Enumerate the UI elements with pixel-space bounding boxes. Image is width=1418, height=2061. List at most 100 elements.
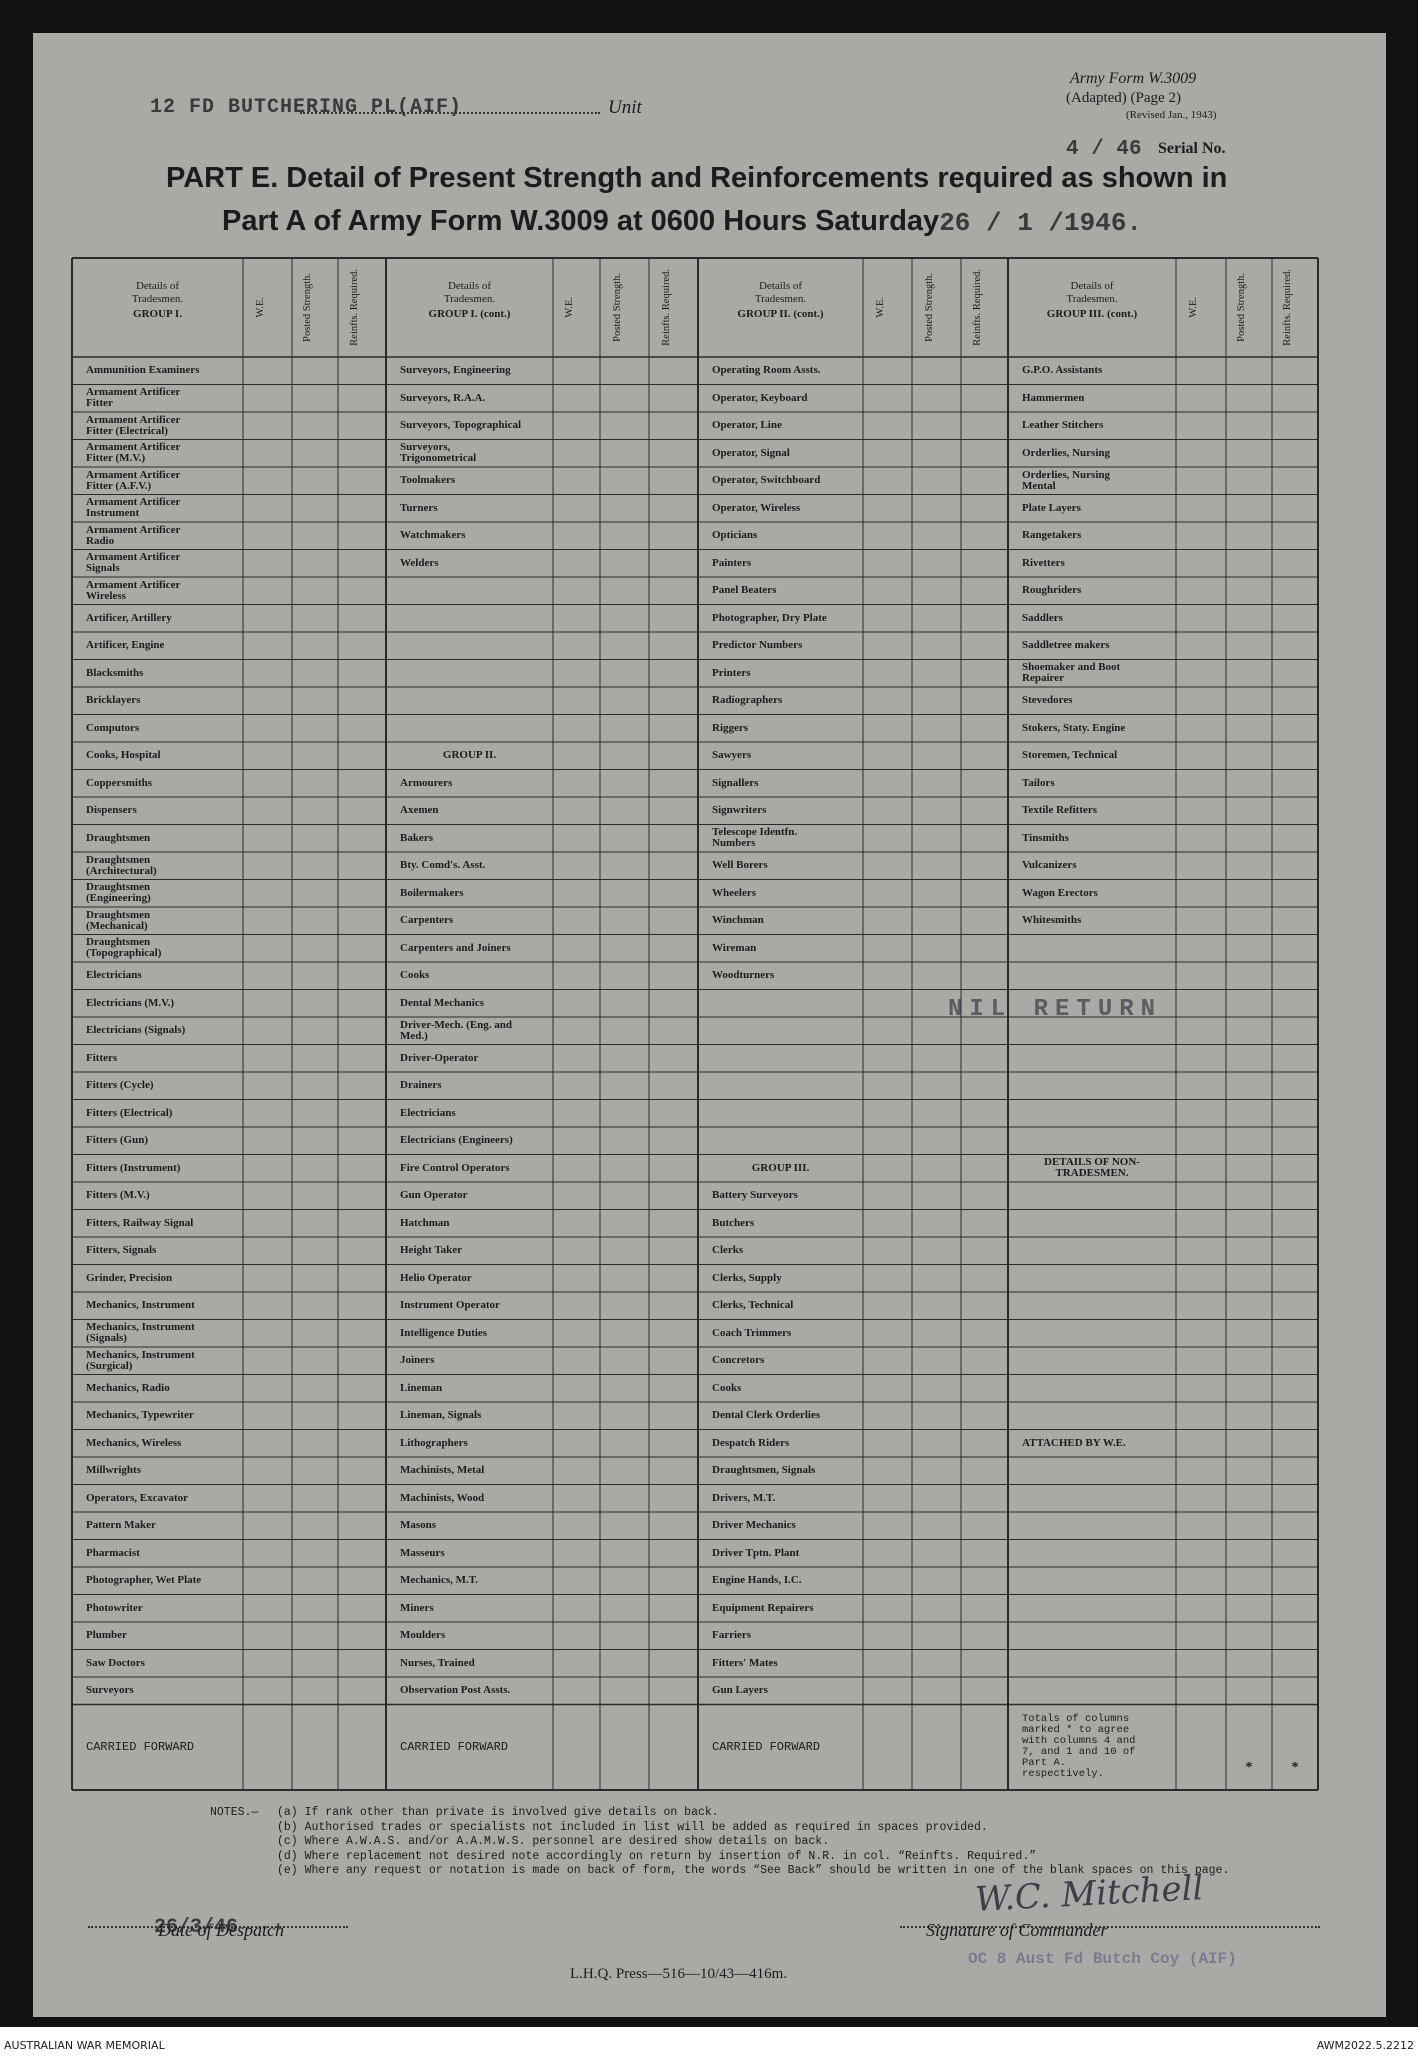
trade-text: Hammermen [1022, 391, 1085, 404]
trade-label: Carpenters [400, 907, 551, 935]
trade-text: Armament Artificer Radio [86, 523, 181, 547]
trade-label: Fitters (M.V.) [86, 1182, 241, 1210]
trade-text: Bricklayers [86, 694, 141, 707]
column-label-text: Posted Strength. [611, 273, 623, 342]
trade-text: Radiographers [712, 694, 783, 707]
column-label-text: W.E. [254, 297, 266, 318]
trade-label: Shoemaker and Boot Repairer [1022, 660, 1174, 688]
trade-text: Saddlers [1022, 611, 1063, 624]
trade-label: Concretors [712, 1347, 861, 1375]
trade-label: Wheelers [712, 880, 861, 908]
trade-text: Computors [86, 721, 140, 734]
trade-label: Mechanics, Radio [86, 1375, 241, 1403]
trade-text: Fitters (Cycle) [86, 1079, 154, 1092]
footer-left: AUSTRALIAN WAR MEMORIAL [4, 2039, 165, 2052]
trade-label: Pattern Maker [86, 1512, 241, 1540]
column-label: Posted Strength. [600, 258, 649, 357]
trade-label: Saddletree makers [1022, 632, 1174, 660]
group-details: Details of Tradesmen. [1066, 280, 1118, 305]
trade-text: Boilermakers [400, 886, 464, 899]
trade-text: Clerks, Technical [712, 1299, 794, 1312]
trade-label: Draughtsmen (Topographical) [86, 935, 241, 963]
column-label-text: Reinfts. Required. [971, 269, 983, 346]
trade-label: Plumber [86, 1622, 241, 1650]
trade-text: Watchmakers [400, 529, 466, 542]
trade-text: Tailors [1022, 776, 1055, 789]
trade-text: Electricians [86, 969, 142, 982]
trade-text: Riggers [712, 721, 749, 734]
form-name: Army Form W.3009 [1070, 70, 1197, 87]
trade-label: Signwriters [712, 797, 861, 825]
column-label-text: W.E. [1188, 297, 1199, 318]
trade-text: Woodturners [712, 969, 775, 982]
trade-label: Electricians (Engineers) [400, 1127, 551, 1155]
trade-text: Predictor Numbers [712, 639, 803, 652]
trade-text: Fitters (Gun) [86, 1134, 149, 1147]
carried-forward: CARRIED FORWARD [712, 1705, 859, 1791]
trade-label: Mechanics, Typewriter [86, 1402, 241, 1430]
trade-label: DETAILS OF NON-TRADESMEN. [1008, 1155, 1176, 1183]
trade-text: Masseurs [400, 1546, 445, 1559]
trade-label: Saddlers [1022, 605, 1174, 633]
note-item: (d) Where replacement not desired note a… [277, 1849, 1037, 1863]
trade-text: Fitters, Signals [86, 1244, 157, 1257]
trade-text: Driver Mechanics [712, 1519, 796, 1532]
trade-label: Blacksmiths [86, 660, 241, 688]
trade-label: Clerks [712, 1237, 861, 1265]
trade-label: Height Taker [400, 1237, 551, 1265]
group-heading: GROUP I. (cont.) [428, 308, 511, 320]
trade-text: Rivetters [1022, 556, 1065, 569]
trade-text: Mechanics, Radio [86, 1381, 170, 1394]
trade-text: Armament Artificer Signals [86, 551, 181, 575]
title-line-1: PART E. Detail of Present Strength and R… [166, 162, 1228, 194]
title-text: Part A of Army Form W.3009 at 0600 Hours… [222, 205, 940, 237]
trade-text: Coppersmiths [86, 776, 153, 789]
trade-text: DETAILS OF NON-TRADESMEN. [1044, 1156, 1140, 1180]
trade-label: Axemen [400, 797, 551, 825]
trade-label: ATTACHED BY W.E. [1022, 1430, 1174, 1458]
trade-text: G.P.O. Assistants [1022, 364, 1103, 377]
column-label: W.E. [553, 258, 600, 357]
trade-label: Machinists, Wood [400, 1485, 551, 1513]
trade-text: Gun Layers [712, 1684, 768, 1697]
trade-label: Panel Beaters [712, 577, 861, 605]
trade-text: Carpenters and Joiners [400, 941, 511, 954]
column-label: Reinfts. Required. [649, 258, 698, 357]
trade-label: Battery Surveyors [712, 1182, 861, 1210]
note-item: (a) If rank other than private is involv… [277, 1806, 719, 1819]
trade-text: Shoemaker and Boot Repairer [1022, 661, 1121, 685]
totals-mark: * [1291, 1760, 1299, 1775]
trade-label: Computors [86, 715, 241, 743]
form-adapted: (Adapted) (Page 2) [1066, 90, 1181, 106]
trade-label: Orderlies, Nursing [1022, 440, 1174, 468]
trade-label: Rivetters [1022, 550, 1174, 578]
trade-text: Cooks [400, 969, 430, 982]
trade-label: Surveyors [86, 1677, 241, 1705]
carried-forward: CARRIED FORWARD [400, 1705, 549, 1791]
trade-label: Wireman [712, 935, 861, 963]
trade-label: Plate Layers [1022, 495, 1174, 523]
column-label-text: Posted Strength. [1236, 273, 1247, 342]
trade-label: Millwrights [86, 1457, 241, 1485]
trade-label: Artificer, Engine [86, 632, 241, 660]
trade-label: Sawyers [712, 742, 861, 770]
trade-label: Drivers, M.T. [712, 1485, 861, 1513]
trade-text: Fitters [86, 1051, 118, 1064]
trade-text: Vulcanizers [1022, 859, 1077, 872]
trade-text: Surveyors, Engineering [400, 364, 511, 377]
trade-text: Panel Beaters [712, 584, 777, 597]
trade-text: Dispensers [86, 804, 137, 817]
trade-label: GROUP II. [386, 742, 553, 770]
trade-text: Carpenters [400, 914, 454, 927]
trade-label: Engine Hands, I.C. [712, 1567, 861, 1595]
trade-label: Tinsmiths [1022, 825, 1174, 853]
trade-label: Armament Artificer Fitter (A.F.V.) [86, 467, 241, 495]
trade-label: Orderlies, Nursing Mental [1022, 467, 1174, 495]
trade-label: Moulders [400, 1622, 551, 1650]
trade-label: Coach Trimmers [712, 1320, 861, 1348]
trade-label: Masseurs [400, 1540, 551, 1568]
column-label-text: Reinfts. Required. [349, 269, 360, 346]
carried-forward-text: CARRIED FORWARD [712, 1739, 821, 1754]
trade-label: Predictor Numbers [712, 632, 861, 660]
trade-text: Surveyors, Trigonometrical [400, 441, 477, 465]
